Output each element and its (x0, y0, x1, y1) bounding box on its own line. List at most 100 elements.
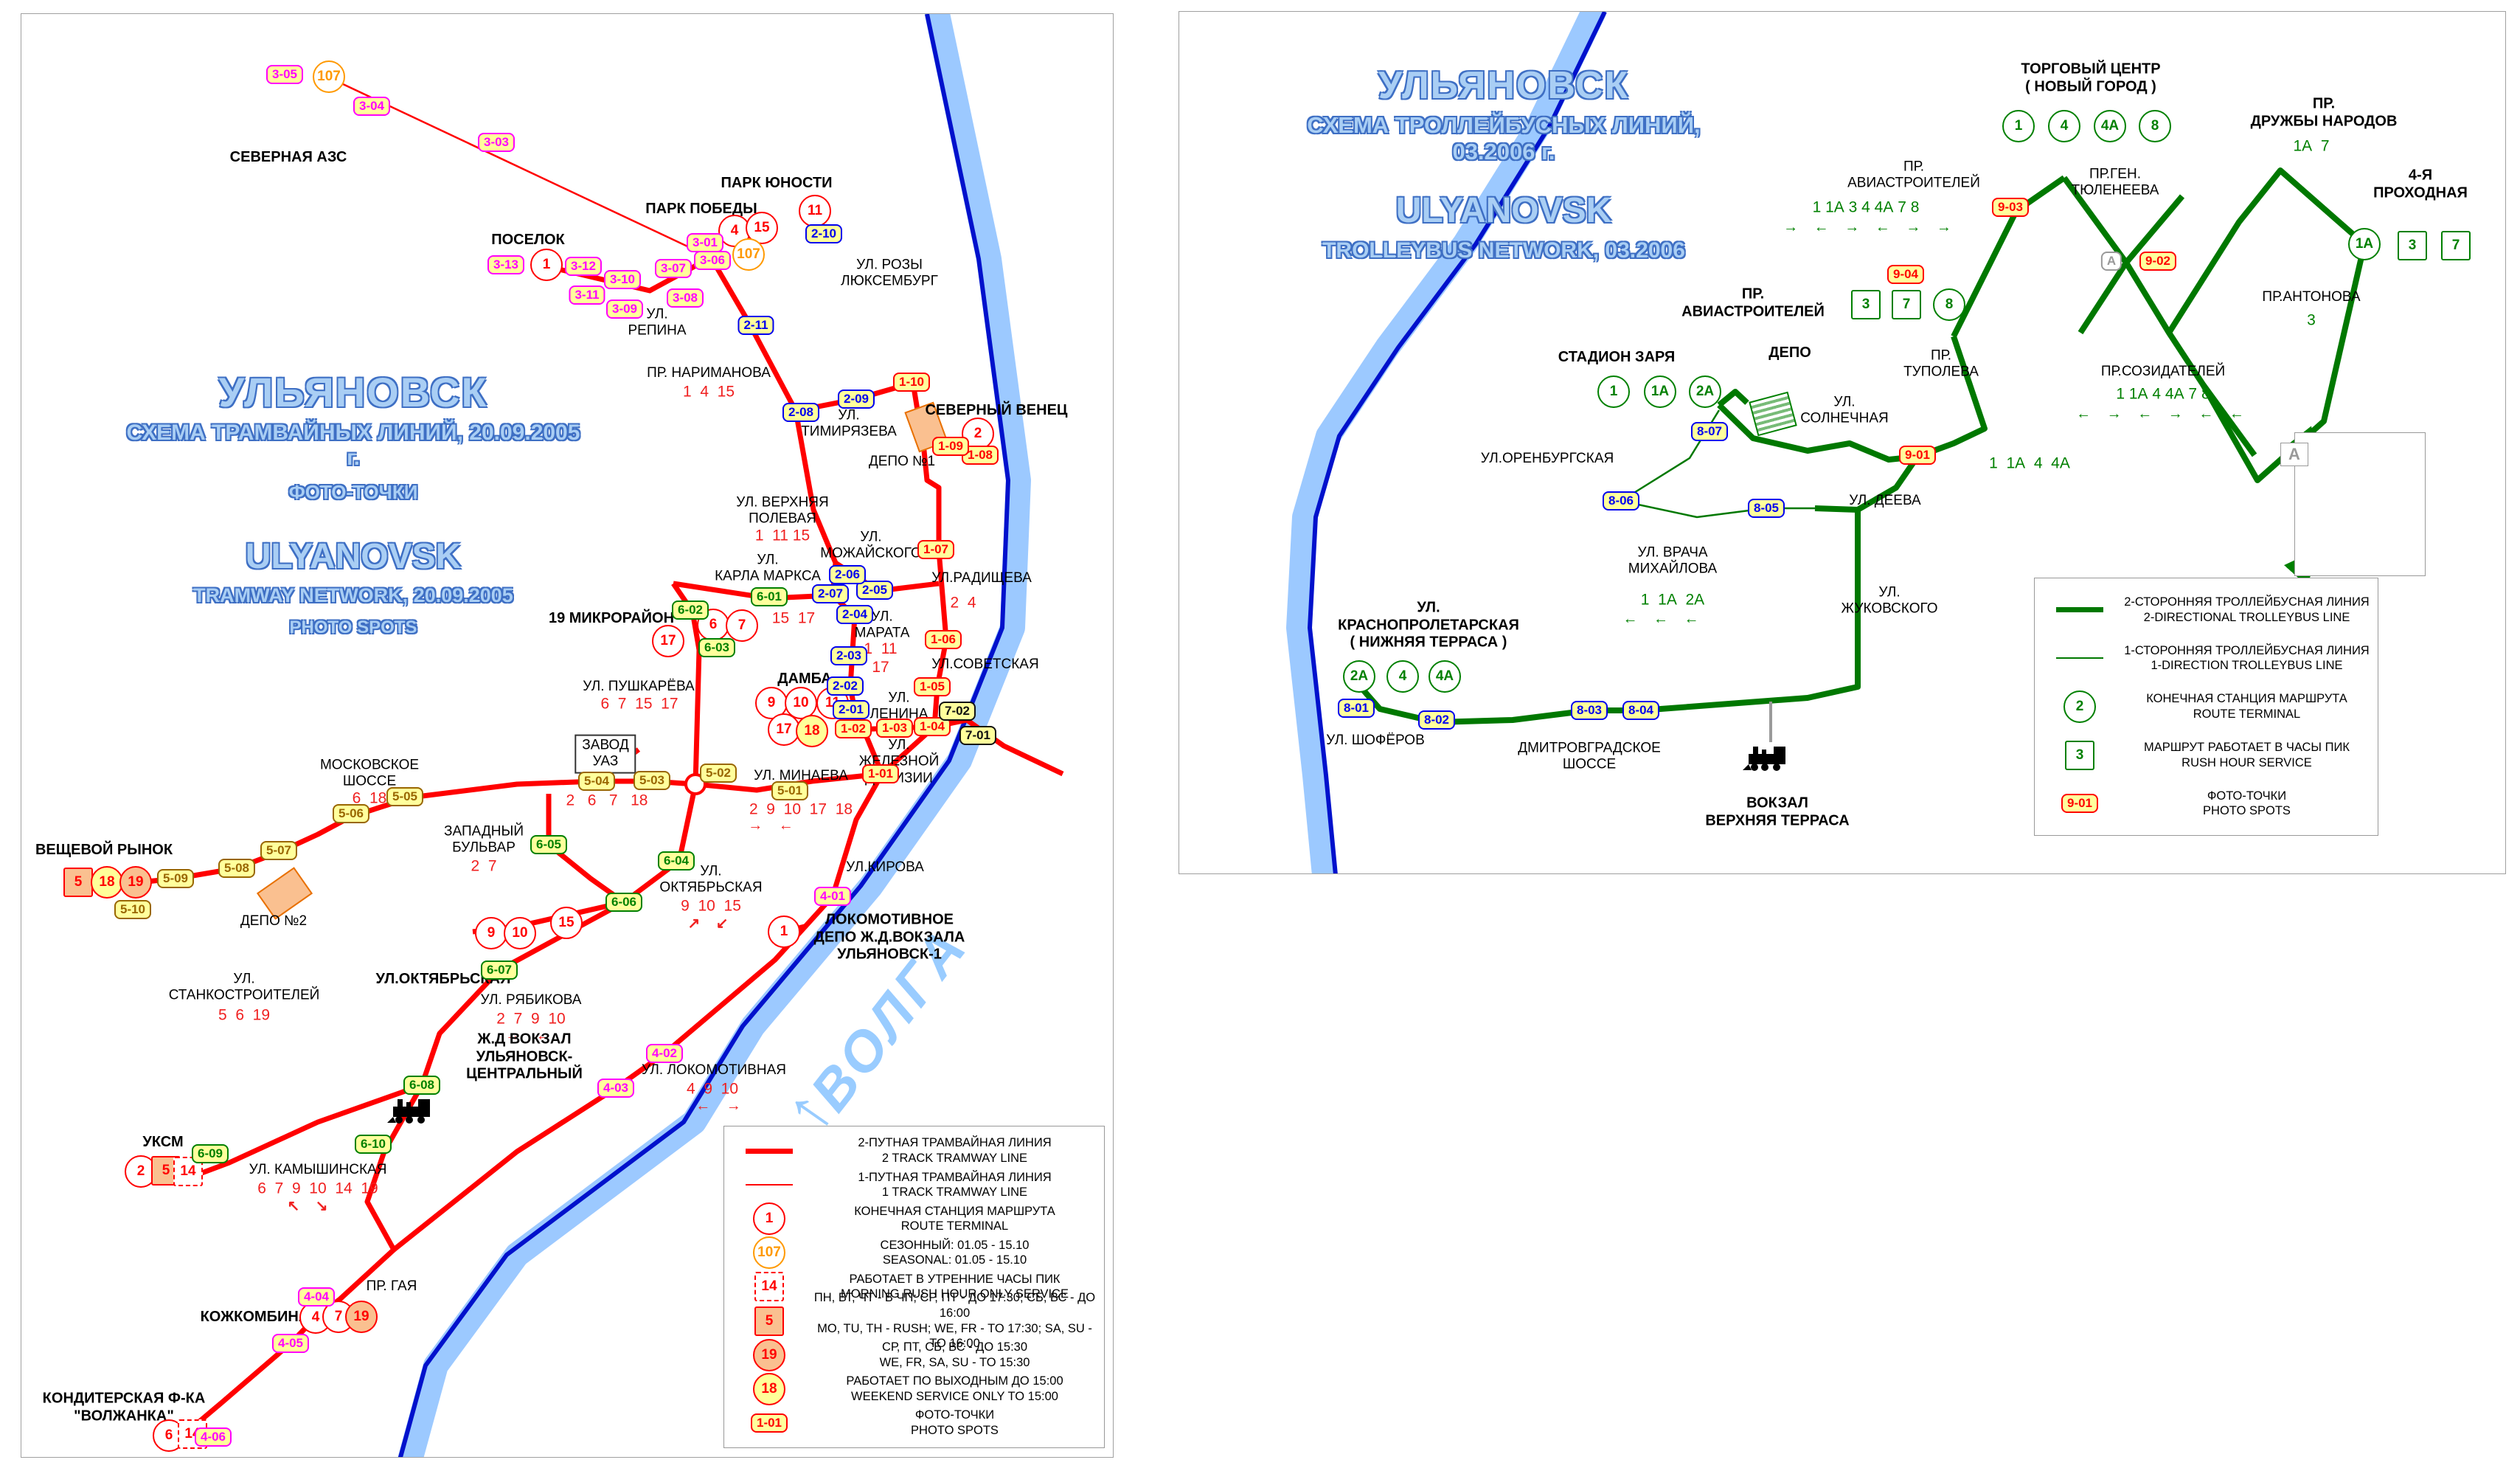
place-label: Ж.Д ВОКЗАЛ УЛЬЯНОВСК- ЦЕНТРАЛЬНЫЙ (466, 1031, 583, 1082)
route-terminal-marker: 4 (2048, 110, 2080, 142)
place-label: УКСМ (142, 1134, 184, 1151)
legend-row-text: СЕЗОННЫЙ: 01.05 - 15.10 SEASONAL: 01.05 -… (810, 1238, 1100, 1268)
photo-spot-badge: 3-06 (693, 251, 732, 270)
place-label: МОСКОВСКОЕ ШОССЕ (319, 757, 420, 789)
place-label: УЛ. КАРЛА МАРКСА (715, 552, 821, 584)
legend-text-en: WE, FR, SA, SU - TO 15:30 (879, 1355, 1030, 1369)
rush-hour-only-symbol: 14 (754, 1272, 784, 1302)
city-title-ru: УЛЬЯНОВСК (218, 369, 488, 415)
place-label: УЛ. ЛОКОМОТИВНАЯ (641, 1062, 787, 1078)
tramway-map-panel: УЛЬЯНОВСК СХЕМА ТРАМВАЙНЫХ ЛИНИЙ, 20.09.… (21, 13, 1114, 1458)
photo-spot-badge: 5-10 (114, 900, 152, 919)
route-terminal-marker: 1А (2348, 228, 2381, 260)
place-label: ЛОКОМОТИВНОЕ ДЕПО Ж.Д.ВОКЗАЛА УЛЬЯНОВСК-… (813, 911, 965, 963)
place-label: УЛ. СТАНКОСТРОИТЕЛЕЙ (168, 971, 320, 1003)
photo-spot-badge: 9-01 (1898, 446, 1937, 465)
place-label: ПР. ДРУЖБЫ НАРОДОВ (2250, 95, 2398, 129)
photo-spot-badge: 3-03 (477, 133, 516, 152)
photo-subtitle-en: PHOTO SPOTS (289, 617, 417, 637)
route-terminal-marker: 1 (530, 249, 563, 281)
route-numbers-label: 1 1А 4 4А 7 8 (2116, 385, 2210, 403)
place-label: ПР. АВИАСТРОИТЕЛЕЙ (1681, 285, 1825, 319)
route-numbers-label: 9 10 15 (681, 897, 741, 915)
place-label: ПАРК ПОБЕДЫ (645, 201, 757, 218)
legend-symbol-line2g-icon (2039, 607, 2120, 613)
photo-spot-badge: 4-05 (271, 1334, 310, 1353)
legend-row-text: 2-СТОРОННЯЯ ТРОЛЛЕЙБУСНАЯ ЛИНИЯ 2-DIRECTI… (2120, 595, 2373, 625)
photo-spot-badge: 6-04 (657, 851, 695, 871)
legend-text-ru: СР, ПТ, СБ, ВС - ДО 15:30 (881, 1340, 1028, 1354)
route-terminal-marker: 7 (2441, 231, 2471, 260)
legend-text-ru: ФОТО-ТОЧКИ (914, 1408, 995, 1422)
route-terminal-marker: 5 (63, 868, 93, 897)
photo-spot-badge: 4-02 (645, 1044, 684, 1063)
route-terminal-marker: 1 (1597, 375, 1630, 408)
route-terminal-marker: 11 (799, 195, 831, 227)
photo-spot-badge: 6-02 (671, 600, 709, 620)
scheme-subtitle-en: TRAMWAY NETWORK, 20.09.2005 (193, 584, 513, 606)
legend-text-ru: РАБОТАЕТ ПО ВЫХОДНЫМ ДО 15:00 (846, 1374, 1063, 1388)
legend-text-en: WEEKEND SERVICE ONLY TO 15:00 (851, 1389, 1058, 1403)
photo-spot-badge: 5-08 (218, 859, 256, 878)
junction-detail-inset (2294, 432, 2426, 576)
route-numbers-label: 15 17 (771, 609, 816, 627)
place-label: ПР. ГАЯ (366, 1278, 417, 1294)
route-numbers-label: 1 11 15 (754, 527, 811, 544)
photo-spot-badge: 6-08 (403, 1076, 441, 1095)
legend-symbol-line1-icon (729, 1184, 810, 1186)
left-map-title: УЛЬЯНОВСК СХЕМА ТРАМВАЙНЫХ ЛИНИЙ, 20.09.… (117, 368, 589, 638)
photo-spot-badge: 5-09 (156, 869, 195, 888)
photo-spot-symbol: 9-01 (2061, 794, 2099, 814)
terminal-symbol: 2 (2063, 690, 2096, 723)
scheme-subtitle-ru: СХЕМА ТРОЛЛЕЙБУСНЫХ ЛИНИЙ, 03.2006 г. (1307, 112, 1701, 165)
photo-spot-badge: 5-07 (260, 841, 298, 860)
place-label: УЛ. ДЕЕВА (1849, 492, 1921, 508)
legend-symbol-sqd-icon: 14 (729, 1272, 810, 1302)
legend-text-en: 1-DIRECTION TROLLEYBUS LINE (2151, 659, 2343, 673)
photo-spot-badge: 3-01 (686, 233, 724, 252)
train-station-icon (1743, 747, 1785, 771)
photo-spot-badge: 1-05 (913, 677, 951, 696)
legend-row: 19 СР, ПТ, СБ, ВС - ДО 15:30 WE, FR, SA, S… (729, 1338, 1100, 1372)
trolleybus-line (2078, 194, 2185, 335)
route-numbers-label: 3 (2307, 311, 2316, 329)
place-label: ПР. АВИАСТРОИТЕЛЕЙ (1847, 159, 1980, 191)
trolleybus-line (1717, 335, 1988, 463)
photo-spot-badge: 3-04 (353, 97, 391, 116)
junction-a-inset-tag: А (2280, 443, 2308, 466)
route-terminal-marker: 3 (2398, 231, 2427, 260)
photo-spot-badge: 8-07 (1690, 422, 1729, 441)
legend-text-ru: РАБОТАЕТ В УТРЕННИЕ ЧАСЫ ПИК (849, 1272, 1061, 1286)
place-label: УЛ. МИНАЕВА (754, 767, 848, 783)
photo-spot-badge: 3-08 (666, 288, 704, 308)
route-terminal-marker: 1 (2002, 110, 2035, 142)
direction-arrows-icon: ↗ ↙ (687, 916, 735, 932)
legend-text-en: PHOTO SPOTS (911, 1423, 999, 1437)
photo-spot-badge: 2-03 (830, 646, 868, 665)
route-terminal-marker: 19 (345, 1301, 378, 1333)
place-label: УЛ. ВЕРХНЯЯ ПОЛЕВАЯ (736, 494, 829, 527)
legend-text-ru: 2-СТОРОННЯЯ ТРОЛЛЕЙБУСНАЯ ЛИНИЯ (2124, 595, 2370, 609)
photo-spot-badge: 6-09 (191, 1144, 229, 1163)
place-label: СЕВЕРНАЯ АЗС (229, 149, 347, 166)
place-label: УЛ. РЯБИКОВА (480, 991, 582, 1008)
trolleybus-line (2166, 167, 2367, 335)
scheme-subtitle-ru: СХЕМА ТРАМВАЙНЫХ ЛИНИЙ, 20.09.2005 г. (126, 420, 580, 470)
weekend-symbol: 18 (753, 1372, 785, 1405)
tram-line (546, 794, 626, 904)
legend-symbol-circle-icon: 1 (729, 1202, 810, 1236)
photo-spot-badge: 1-04 (913, 717, 951, 736)
photo-spot-badge: 1-07 (917, 540, 955, 559)
place-label: УЛ. ПУШКАРЁВА (583, 678, 695, 694)
photo-spot-badge: 2-08 (782, 403, 820, 422)
train-station-icon (387, 1099, 430, 1124)
place-label: УЛ. ОКТЯБРЬСКАЯ (659, 863, 763, 896)
legend-text-ru: КОНЕЧНАЯ СТАНЦИЯ МАРШРУТА (854, 1204, 1055, 1218)
photo-spot-badge: 8-05 (1747, 499, 1785, 518)
route-terminal-marker: 17 (652, 625, 684, 657)
legend-text-en: MO, TU, TH - RUSH; WE, FR - TO 17:30; SA… (817, 1321, 1092, 1351)
photo-spot-badge: 2-05 (855, 581, 894, 600)
legend-text-en: RUSH HOUR SERVICE (2181, 755, 2312, 769)
river-edge (1308, 12, 1607, 873)
